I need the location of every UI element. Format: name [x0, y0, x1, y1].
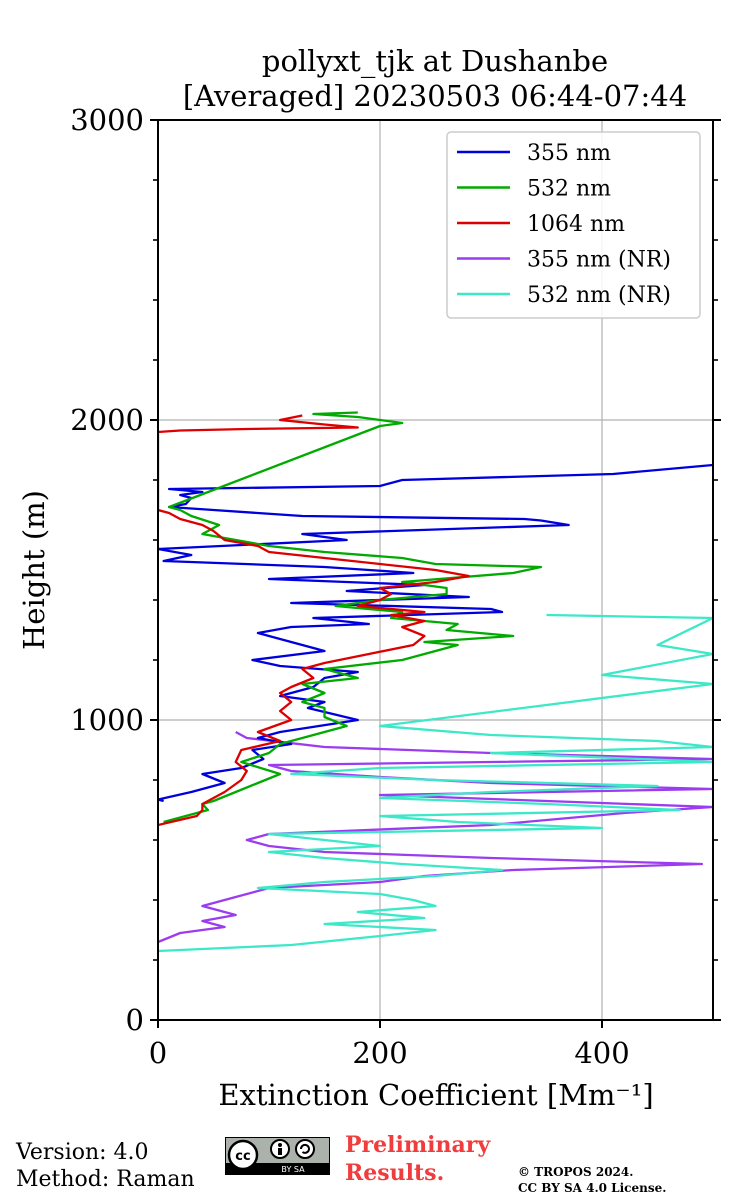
- preliminary-line-1: Preliminary: [345, 1132, 491, 1158]
- y-tick-label: 3000: [70, 103, 144, 137]
- chart: pollyxt_tjk at Dushanbe [Averaged] 20230…: [17, 44, 721, 1112]
- preliminary-results-label: Preliminary Results.: [345, 1131, 490, 1187]
- series-lines: [158, 411, 713, 953]
- tick-labels: 0 200 400 0 1000 2000 3000: [70, 103, 629, 1070]
- y-axis-label: Height (m): [17, 490, 51, 650]
- by-person-icon: [270, 1139, 290, 1159]
- cc-badge-lower-band: [225, 1163, 330, 1175]
- legend-entries: 355 nm 532 nm 1064 nm 355 nm (NR) 532 nm (NR…: [457, 141, 671, 308]
- x-tick-label: 400: [574, 1036, 629, 1070]
- x-tick-label: 0: [149, 1036, 167, 1070]
- series-line-1064-nm: [158, 414, 470, 827]
- copyright-line-1: © TROPOS 2024.: [518, 1165, 634, 1179]
- chart-title: pollyxt_tjk at Dushanbe: [262, 44, 608, 79]
- preliminary-line-2: Results.: [345, 1160, 445, 1186]
- cc-icon: cc: [227, 1139, 259, 1171]
- axis-ticks: [150, 119, 721, 1028]
- legend-label: 532 nm (NR): [527, 283, 671, 308]
- cc-badge-text: BY SA: [281, 1165, 305, 1174]
- series-line-355-nm-nr: [158, 730, 713, 944]
- version-text: Version: 4.0: [16, 1140, 149, 1165]
- legend-label: 355 nm (NR): [527, 248, 671, 273]
- x-axis-label: Extinction Coefficient [Mm⁻¹]: [218, 1078, 653, 1112]
- sa-share-alike-icon: [295, 1139, 315, 1159]
- method-text: Method: Raman: [16, 1167, 195, 1192]
- x-tick-label: 200: [352, 1036, 407, 1070]
- x-axis-label-text: Extinction Coefficient [Mm⁻¹]: [218, 1078, 653, 1112]
- svg-text:cc: cc: [235, 1149, 250, 1164]
- plot-frame: [157, 119, 714, 1021]
- legend-label: 532 nm: [527, 177, 611, 202]
- series-line-532-nm: [163, 411, 543, 824]
- legend: 355 nm 532 nm 1064 nm 355 nm (NR) 532 nm (NR…: [446, 131, 701, 319]
- copyright-line-2: CC BY SA 4.0 License.: [518, 1181, 667, 1195]
- y-tick-label: 2000: [70, 403, 144, 437]
- legend-box: [446, 131, 701, 319]
- chart-subtitle: [Averaged] 20230503 06:44-07:44: [183, 79, 687, 113]
- cc-license-badge: cc BY SA: [225, 1137, 330, 1175]
- legend-label: 1064 nm: [527, 212, 625, 237]
- y-tick-label: 0: [126, 1003, 144, 1037]
- copyright-notice: © TROPOS 2024. CC BY SA 4.0 License.: [518, 1164, 666, 1196]
- series-line-532-nm-nr: [158, 613, 713, 953]
- legend-label: 355 nm: [527, 141, 611, 166]
- y-tick-label: 1000: [70, 703, 144, 737]
